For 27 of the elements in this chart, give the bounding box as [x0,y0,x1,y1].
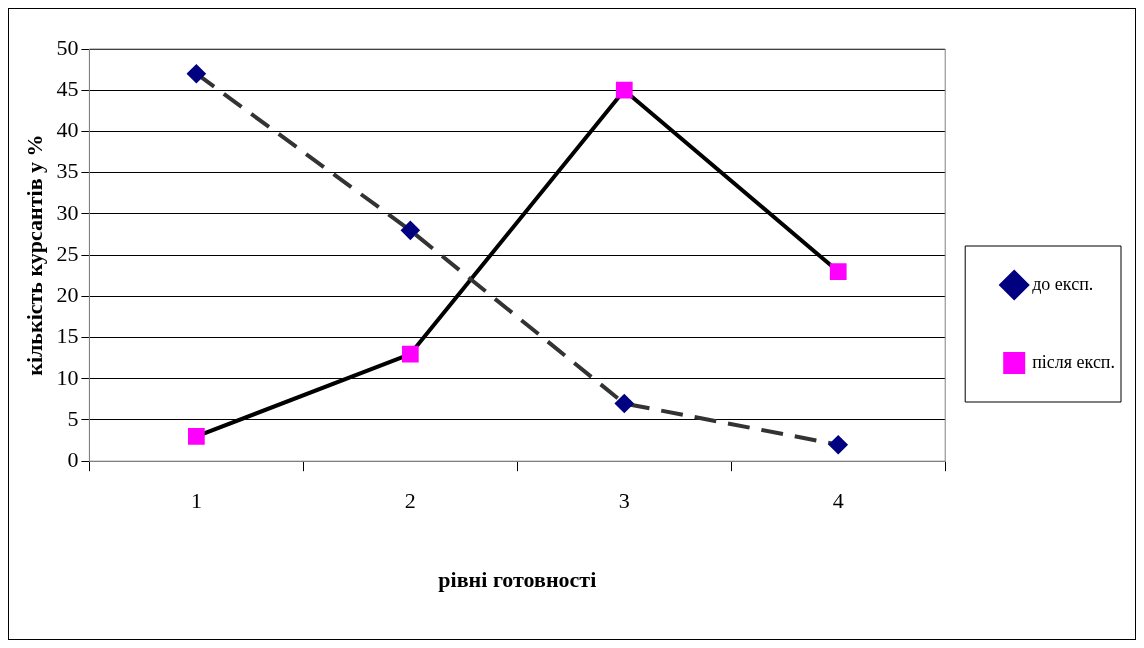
y-axis-title: кількість курсантів у % [21,134,47,376]
point [401,221,420,240]
y-tick-label: 0 [67,446,79,472]
y-tick-label: 20 [56,282,79,308]
point [615,81,633,99]
y-tick-label: 40 [56,117,79,143]
y-tick-label: 10 [56,364,79,390]
x-tick-label: 1 [190,488,202,514]
y-tick-label: 45 [56,76,79,101]
y-tick-label: 35 [56,158,79,184]
y-tick-label: 30 [56,199,79,225]
legend-label: до експ. [1032,273,1094,294]
legend-label: після експ. [1032,351,1115,372]
point [829,263,847,280]
point [188,428,205,445]
point [615,394,634,413]
y-tick-label: 25 [56,240,79,266]
x-tick-label: 2 [404,488,416,514]
point [401,345,419,363]
y-tick-label: 5 [67,405,79,431]
y-tick-label: 50 [56,34,79,60]
x-tick-label: 4 [832,488,844,514]
point [187,64,206,83]
x-tick-label: 3 [618,488,630,514]
point [829,435,848,454]
x-axis-title: рівні готовності [438,567,597,593]
y-tick-label: 15 [56,323,79,349]
